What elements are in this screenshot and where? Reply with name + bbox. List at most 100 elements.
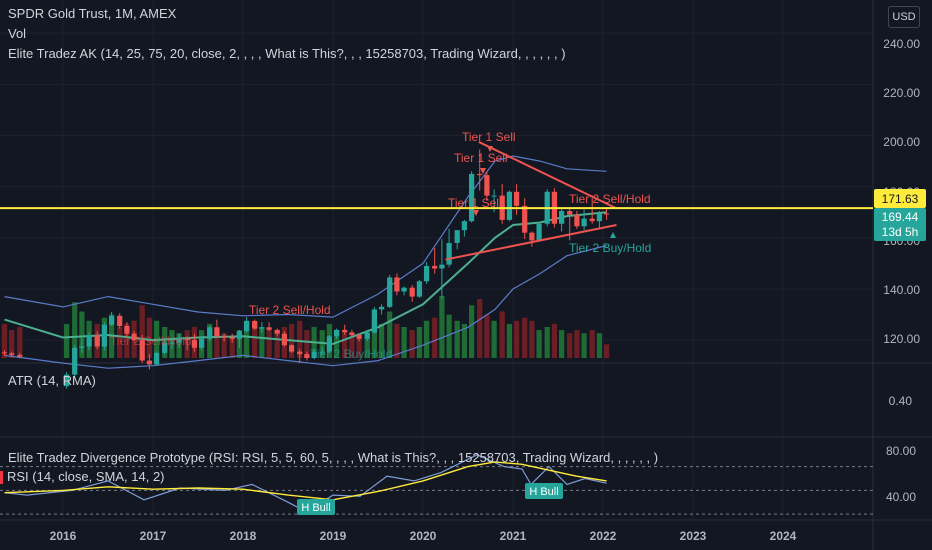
time-axis[interactable]: 2016 2017 2018 2019 2020 2021 2022 2023 2024: [50, 529, 797, 543]
volume-legend[interactable]: Vol: [8, 26, 27, 41]
candle-body: [378, 306, 385, 310]
candle-body: [124, 326, 130, 334]
candle-body: [513, 191, 520, 206]
volume-bar: [274, 333, 280, 358]
candle-body: [17, 354, 23, 357]
tier2-sell-hold-label: Tier 2 Sell/Hold: [569, 192, 651, 206]
h-bull-badge: [525, 483, 563, 499]
volume-bar: [259, 327, 265, 358]
time-tick-label: 2020: [410, 529, 437, 543]
tier2-buy-hold-label: Tier 2 Buy/Hold: [310, 347, 392, 361]
time-tick-label: 2022: [590, 529, 617, 543]
volume-bar: [477, 299, 483, 358]
price-tick-label: 200.00: [883, 135, 920, 149]
tier1-sell-label: Tier 1 Sell: [448, 196, 502, 210]
currency-button[interactable]: USD: [888, 6, 920, 28]
candle-body: [153, 352, 160, 365]
bollinger-upper: [4, 155, 607, 318]
time-tick-label: 2024: [770, 529, 797, 543]
candle-body: [266, 327, 272, 330]
volume-bar: [371, 320, 378, 358]
indicator-legend[interactable]: Elite Tradez AK (14, 25, 75, 20, close, …: [8, 46, 566, 61]
volume-bar: [146, 317, 153, 358]
volume-bar: [72, 302, 78, 358]
volume-bar: [139, 305, 145, 358]
candle-body: [468, 173, 475, 222]
candle-body: [139, 340, 145, 361]
candle-body: [162, 342, 168, 353]
candle-body: [72, 347, 78, 375]
last-price-value: 169.44: [882, 210, 919, 224]
volume-bar: [491, 320, 497, 358]
candle-body: [596, 213, 603, 222]
candle-body: [9, 353, 15, 355]
candle-body: [79, 346, 85, 348]
rsi-legend[interactable]: RSI (14, close, SMA, 14, 2): [0, 469, 165, 485]
price-tick-label: 240.00: [883, 37, 920, 51]
volume-bar: [252, 323, 258, 358]
candle-body: [506, 191, 513, 220]
atr-legend[interactable]: ATR (14, RMA): [8, 373, 96, 388]
trendline: [445, 224, 617, 261]
last-price-tag: [874, 208, 926, 241]
candle-body: [281, 333, 288, 346]
candle-body: [288, 345, 295, 352]
candle-body: [603, 213, 610, 215]
candle-body: [491, 195, 497, 197]
volume-bar: [499, 311, 505, 358]
candle-body: [176, 338, 182, 343]
volume-bar: [63, 323, 70, 358]
rsi-lines: [0, 454, 873, 515]
volume-bar: [79, 311, 85, 358]
candle-body: [371, 309, 378, 333]
volume-bar: [468, 305, 475, 358]
tier2-buy-hold-label: Tier 2 Buy/Hold: [569, 241, 651, 255]
osc-tick-label: 80.00: [886, 444, 916, 458]
candle-body: [131, 333, 137, 341]
candle-body: [522, 205, 528, 233]
candle-body: [252, 320, 258, 329]
volume-bar: [439, 296, 445, 358]
trendline: [478, 141, 617, 210]
volume-bar: [551, 323, 558, 358]
price-tick-label: 140.00: [883, 283, 920, 297]
time-tick-label: 2016: [50, 529, 77, 543]
volume-bar: [454, 320, 460, 358]
candle-body: [349, 332, 355, 335]
candle-body: [529, 232, 535, 241]
tier1-sell-label: Tier 1 Sell: [454, 151, 508, 165]
volume-bar: [333, 330, 340, 358]
candle-body: [461, 221, 468, 231]
volume-bar: [536, 330, 542, 358]
volume-bar: [319, 330, 325, 358]
candle-body: [432, 265, 438, 269]
price-tick-label: 120.00: [883, 332, 920, 346]
candle-body: [401, 287, 407, 292]
divergence-legend[interactable]: Elite Tradez Divergence Prototype (RSI: …: [8, 450, 659, 465]
candle-body: [319, 351, 325, 353]
sell-arrow-marker: [487, 146, 493, 152]
candle-body: [387, 277, 393, 307]
h-bull-label: H Bull: [529, 486, 558, 498]
candlesticks: [1, 149, 610, 389]
symbol-title[interactable]: SPDR Gold Trust, 1M, AMEX: [8, 6, 177, 21]
volume-bar: [409, 330, 415, 358]
candle-body: [454, 230, 460, 243]
candle-body: [94, 334, 100, 347]
volume-bar: [567, 333, 573, 358]
osc-tick-label: 40.00: [886, 490, 916, 504]
volume-bar: [304, 330, 310, 358]
sell-arrow-marker: [480, 168, 486, 174]
time-tick-label: 2018: [230, 529, 257, 543]
candle-body: [333, 329, 340, 337]
volume-bar: [581, 333, 587, 358]
candle-body: [311, 351, 317, 358]
volume-bar: [221, 333, 227, 358]
candle-body: [423, 265, 430, 282]
horizontal-level-tag: [874, 189, 926, 208]
rsi-legend-label: RSI (14, close, SMA, 14, 2): [7, 469, 165, 484]
candle-body: [439, 264, 445, 269]
candle-body: [484, 175, 490, 196]
volume-bar: [229, 336, 235, 358]
